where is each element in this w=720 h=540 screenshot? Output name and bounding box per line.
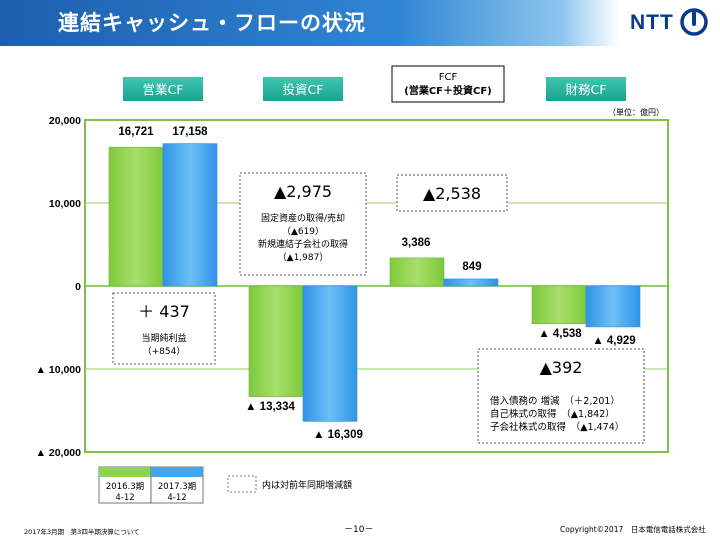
category-tab xyxy=(263,77,343,101)
bar-value-label: ▲ 16,309 xyxy=(313,429,363,441)
category-box-fcf xyxy=(391,65,505,103)
footer-left-text: 2017年3月期 第3四半期決算について xyxy=(24,528,140,536)
annotation-big-value: ▲2,975 xyxy=(274,182,332,201)
category-tab xyxy=(123,77,203,101)
annotation-detail-line: 子会社株式の取得 （▲1,474） xyxy=(490,421,624,433)
copyright-text: Copyright©2017 日本電信電話株式会社 xyxy=(560,525,706,534)
annotation-detail-line: 当期純利益 xyxy=(141,332,186,344)
legend-note: 内は対前年同期増減額 xyxy=(262,479,352,491)
page-title: 連結キャッシュ・フローの状況 xyxy=(58,11,366,35)
bar-value-label: ▲ 4,929 xyxy=(592,335,635,347)
bar xyxy=(302,285,358,422)
category-tab xyxy=(546,77,626,101)
bar xyxy=(248,285,304,397)
legend-label: 4-12 xyxy=(115,493,134,503)
annotation-detail-line: 自己株式の取得 （▲1,842） xyxy=(490,408,615,420)
y-tick-label: ▲ 10,000 xyxy=(36,364,82,376)
annotation-detail-line: （▲619） xyxy=(282,226,324,237)
bar-value-label: 16,721 xyxy=(118,126,154,138)
legend-label: 2017.3期 xyxy=(158,482,196,492)
ntt-logo-icon xyxy=(680,8,708,36)
bar-value-label: ▲ 4,538 xyxy=(538,328,582,340)
annotation-big-value: ＋ 437 xyxy=(138,302,190,321)
category-label: FCF xyxy=(439,72,458,83)
annotation-box xyxy=(396,174,508,212)
category-label: 財務CF xyxy=(566,82,607,97)
unit-label: （単位：億円） xyxy=(608,108,664,117)
legend-swatch xyxy=(151,467,203,477)
category-label: 投資CF xyxy=(283,82,324,97)
annotation-detail-line: 新規連結子会社の取得 xyxy=(258,238,348,250)
annotation-detail-line: 借入債務の 増減 （＋2,201） xyxy=(490,395,620,407)
legend-swatch xyxy=(99,467,151,477)
bar-value-label: 849 xyxy=(462,261,481,273)
header-band xyxy=(0,0,720,46)
legend-note-box xyxy=(227,475,257,493)
y-tick-label: 20,000 xyxy=(49,115,81,127)
legend-label: 4-12 xyxy=(167,493,186,503)
y-tick-label: ▲ 20,000 xyxy=(36,447,82,459)
bar xyxy=(389,257,445,287)
bar-value-label: ▲ 13,334 xyxy=(245,401,295,413)
annotation-detail-line: 固定資産の取得/売却 xyxy=(261,212,345,224)
y-tick-label: 10,000 xyxy=(49,198,81,210)
legend-label: 2016.3期 xyxy=(106,482,144,492)
annotation-box xyxy=(112,292,216,365)
bar-value-label: 3,386 xyxy=(402,237,431,249)
bar xyxy=(531,285,587,324)
annotation-big-value: ▲2,538 xyxy=(423,184,481,203)
bar xyxy=(162,143,218,287)
annotation-big-value: ▲392 xyxy=(540,358,583,377)
annotation-box xyxy=(477,348,645,444)
ntt-logo-text: NTT xyxy=(630,11,674,34)
annotation-detail-line: （▲1,987） xyxy=(278,252,329,263)
category-label: 営業CF xyxy=(143,82,184,97)
bar xyxy=(585,285,641,328)
category-label: (営業CF＋投資CF) xyxy=(404,84,491,97)
bar xyxy=(108,146,164,287)
y-tick-label: 0 xyxy=(75,281,81,293)
page-number: －10－ xyxy=(344,525,374,535)
annotation-box xyxy=(239,172,367,276)
annotation-detail-line: （+854） xyxy=(143,346,186,357)
bar xyxy=(443,278,499,287)
bar-value-label: 17,158 xyxy=(172,126,208,138)
